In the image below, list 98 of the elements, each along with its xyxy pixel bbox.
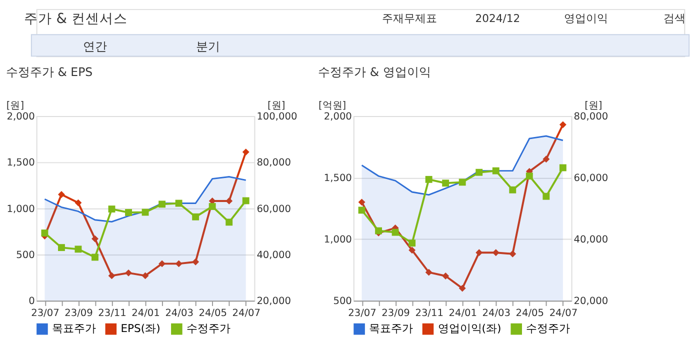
legend-label: 목표주가 bbox=[369, 322, 414, 336]
y-tick-label: 2,000 bbox=[6, 112, 35, 122]
point bbox=[208, 203, 216, 210]
point bbox=[458, 178, 466, 186]
y-tick-label: 1,500 bbox=[6, 158, 35, 169]
y2-tick-label: 40,000 bbox=[256, 250, 291, 261]
point bbox=[392, 228, 399, 236]
chart-title: 수정주가 & EPS bbox=[6, 64, 93, 79]
legend-label: 목표주가 bbox=[52, 322, 96, 336]
point bbox=[242, 197, 250, 204]
point bbox=[125, 269, 132, 276]
y2-tick-label: 60,000 bbox=[256, 204, 291, 215]
x-tick-label: 23/11 bbox=[98, 308, 126, 319]
point bbox=[158, 200, 166, 208]
point bbox=[408, 246, 416, 254]
point bbox=[358, 206, 366, 214]
point bbox=[559, 164, 566, 172]
x-tick-label: 24/05 bbox=[516, 308, 544, 319]
y-tick-label: 1,500 bbox=[324, 173, 352, 184]
x-tick-label: 24/07 bbox=[232, 308, 260, 319]
point bbox=[242, 148, 250, 156]
text: 연간 bbox=[83, 39, 108, 54]
point bbox=[92, 254, 98, 261]
y-tick-label: 1,000 bbox=[6, 204, 35, 215]
y2-axis-title: [원] bbox=[268, 100, 286, 112]
point bbox=[408, 240, 416, 247]
legend-label: 영업이익(좌) bbox=[438, 322, 502, 336]
legend-label: 수정주가 bbox=[526, 322, 570, 336]
point bbox=[158, 260, 166, 268]
y2-tick-label: 60,000 bbox=[574, 173, 608, 184]
point bbox=[58, 191, 65, 198]
point bbox=[542, 192, 550, 200]
y2-tick-label: 80,000 bbox=[256, 158, 291, 169]
point bbox=[125, 209, 132, 216]
point bbox=[58, 244, 65, 252]
y-tick-label: 500 bbox=[333, 296, 352, 308]
point bbox=[142, 208, 149, 216]
point bbox=[559, 121, 566, 128]
legend-label: 수정주가 bbox=[186, 322, 231, 336]
x-tick-label: 24/01 bbox=[448, 308, 477, 319]
point bbox=[142, 272, 149, 280]
point bbox=[74, 246, 82, 253]
text: 주가 & 컨센서스 bbox=[24, 10, 128, 27]
y-axis-title: [원] bbox=[6, 100, 24, 112]
legend-label: EPS(좌) bbox=[120, 322, 160, 336]
point bbox=[108, 272, 116, 280]
x-tick-label: 23/09 bbox=[64, 308, 93, 319]
text: 분기 bbox=[196, 39, 220, 54]
point bbox=[192, 213, 200, 220]
point bbox=[108, 206, 116, 212]
point bbox=[526, 172, 533, 180]
point bbox=[476, 249, 483, 256]
point bbox=[442, 180, 450, 187]
y-axis-title: [억원] bbox=[318, 100, 346, 112]
y2-tick-label: 80,000 bbox=[574, 112, 608, 122]
x-tick-label: 23/07 bbox=[31, 308, 60, 319]
point bbox=[92, 235, 98, 242]
x-tick-label: 24/01 bbox=[132, 308, 160, 319]
point bbox=[542, 156, 550, 163]
point bbox=[175, 200, 182, 207]
x-tick-label: 24/03 bbox=[482, 308, 510, 319]
x-tick-label: 23/11 bbox=[415, 308, 444, 319]
point bbox=[192, 258, 200, 266]
point bbox=[476, 168, 483, 176]
point bbox=[208, 197, 216, 204]
text: 검색 bbox=[663, 12, 686, 25]
point bbox=[442, 272, 450, 280]
point bbox=[509, 186, 516, 194]
x-tick-label: 23/09 bbox=[382, 308, 410, 319]
point bbox=[226, 218, 233, 226]
point bbox=[425, 176, 432, 183]
point bbox=[74, 199, 82, 206]
point bbox=[458, 284, 466, 292]
point bbox=[492, 167, 500, 174]
point bbox=[509, 250, 516, 258]
text: 영업이익 bbox=[564, 12, 608, 25]
y2-tick-label: 100,000 bbox=[256, 112, 298, 122]
text: 주재무제표 bbox=[382, 12, 437, 25]
y2-tick-label: 20,000 bbox=[574, 296, 608, 308]
x-tick-label: 24/07 bbox=[549, 308, 578, 319]
point bbox=[41, 230, 48, 236]
point bbox=[175, 260, 182, 268]
y2-tick-label: 20,000 bbox=[256, 296, 291, 308]
y-tick-label: 2,000 bbox=[324, 112, 352, 122]
y-tick-label: 0 bbox=[28, 296, 35, 308]
y-tick-label: 500 bbox=[16, 250, 35, 261]
point bbox=[226, 197, 233, 204]
x-tick-label: 23/07 bbox=[348, 308, 376, 319]
y2-axis-title: [원] bbox=[584, 100, 602, 112]
point bbox=[492, 249, 500, 256]
text: 2024/12 bbox=[475, 12, 520, 25]
x-tick-label: 24/03 bbox=[165, 308, 194, 319]
y-tick-label: 1,000 bbox=[324, 234, 352, 246]
x-tick-label: 24/05 bbox=[198, 308, 227, 319]
y2-tick-label: 40,000 bbox=[574, 234, 608, 246]
point bbox=[358, 198, 366, 206]
chart-title: 수정주가 & 영업이익 bbox=[318, 64, 431, 79]
point bbox=[425, 268, 432, 276]
